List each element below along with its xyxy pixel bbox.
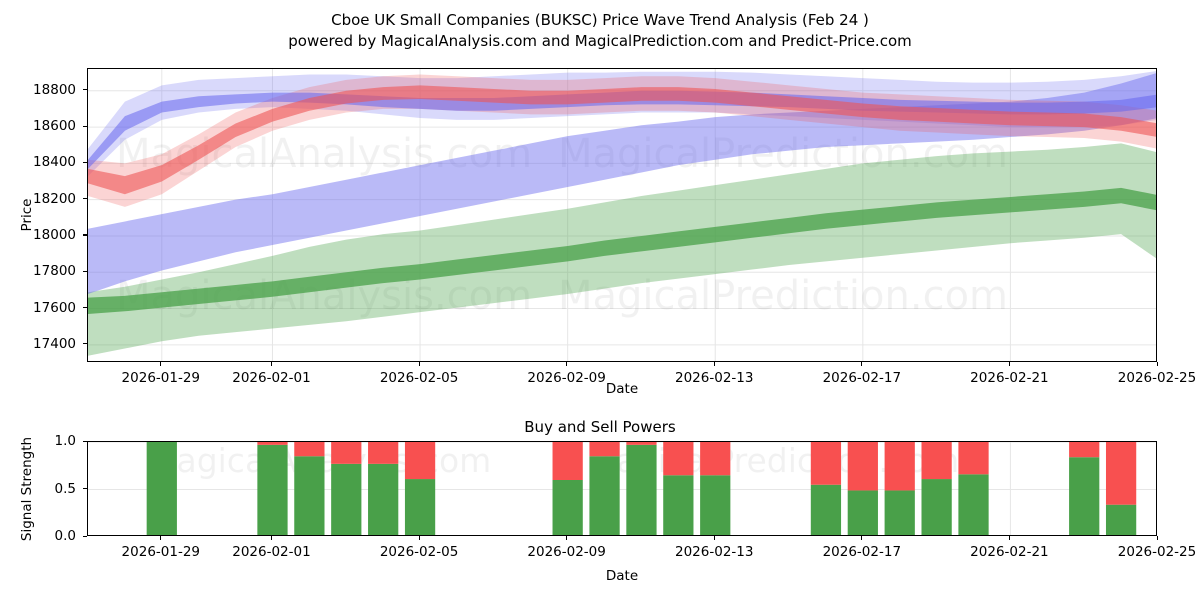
signal-x-tick-label: 2026-02-13 <box>675 544 754 560</box>
price-x-tick-label: 2026-02-05 <box>379 370 459 386</box>
buy-sell-y-axis-label: Signal Strength <box>19 436 35 542</box>
price-y-tickmark <box>83 307 87 309</box>
signal-x-tickmark <box>861 536 863 540</box>
signal-x-tick-label: 2026-02-01 <box>232 544 311 560</box>
signal-x-tick-label: 2026-02-21 <box>970 544 1049 560</box>
signal-y-tickmark <box>83 535 87 537</box>
price-y-tickmark <box>83 270 87 272</box>
price-wave-chart-plot-area: MagicalAnalysis.com MagicalPrediction.com… <box>87 68 1157 362</box>
signal-y-tick-label: 1.0 <box>54 433 76 449</box>
price-y-tick-label: 17400 <box>33 335 76 352</box>
price-x-tick-label: 2026-02-09 <box>527 370 606 386</box>
price-x-tickmark <box>1008 362 1010 366</box>
price-x-tickmark <box>566 362 568 366</box>
signal-x-tickmark <box>160 536 162 540</box>
price-x-tick-label: 2026-01-29 <box>121 370 201 386</box>
price-x-tick-label: 2026-02-13 <box>675 370 754 386</box>
signal-x-tick-label: 2026-01-29 <box>121 544 201 560</box>
signal-x-tick-label: 2026-02-05 <box>379 544 459 560</box>
price-y-tickmark <box>83 161 87 163</box>
signal-x-tickmark <box>1008 536 1010 540</box>
price-y-tick-label: 18400 <box>33 154 76 171</box>
price-y-tickmark <box>83 343 87 345</box>
price-x-tick-label: 2026-02-01 <box>232 370 311 386</box>
price-y-tickmark <box>83 198 87 200</box>
signal-x-tickmark <box>713 536 715 540</box>
price-y-tick-label: 18000 <box>33 226 76 243</box>
price-chart-y-axis-label: Price <box>19 198 35 232</box>
signal-x-tickmark <box>1156 536 1158 540</box>
signal-y-tick-label: 0.0 <box>54 528 76 544</box>
price-x-tick-label: 2026-02-25 <box>1117 370 1197 386</box>
price-x-tickmark <box>160 362 162 366</box>
price-wave-bands: MagicalAnalysis.com MagicalPrediction.com… <box>88 69 1156 361</box>
price-x-tick-label: 2026-02-17 <box>822 370 902 386</box>
price-y-tick-label: 18200 <box>33 190 76 207</box>
price-x-tick-label: 2026-02-21 <box>970 370 1049 386</box>
price-y-tick-label: 18600 <box>33 118 76 135</box>
price-x-tickmark <box>270 362 273 366</box>
price-y-tick-label: 17600 <box>33 299 76 316</box>
signal-x-tick-label: 2026-02-25 <box>1117 544 1197 560</box>
signal-y-tickmark <box>83 488 87 490</box>
signal-x-tick-label: 2026-02-09 <box>527 544 606 560</box>
signal-x-tickmark <box>566 536 568 540</box>
figure-title-line-1: Cboe UK Small Companies (BUKSC) Price Wa… <box>331 11 869 29</box>
figure-title-line-2: powered by MagicalAnalysis.com and Magic… <box>288 32 912 50</box>
price-x-tickmark <box>1156 362 1158 366</box>
signal-y-tickmark <box>83 440 87 442</box>
price-y-tick-label: 18800 <box>33 81 76 98</box>
svg-text:MagicalPrediction.com: MagicalPrediction.com <box>558 273 1008 319</box>
price-x-tickmark <box>418 362 420 366</box>
price-y-tick-label: 17800 <box>33 263 76 280</box>
signal-y-tick-label: 0.5 <box>54 480 76 497</box>
price-y-tickmark <box>83 89 87 91</box>
price-x-tickmark <box>713 362 715 366</box>
price-y-tickmark <box>83 234 87 236</box>
price-y-tickmark <box>83 125 87 127</box>
buy-sell-powers-title: Buy and Sell Powers <box>524 418 676 436</box>
signal-x-tickmark <box>270 536 273 540</box>
price-x-tickmark <box>861 362 863 366</box>
signal-x-tick-label: 2026-02-17 <box>822 544 902 560</box>
svg-text:MagicalPrediction.com: MagicalPrediction.com <box>558 131 1008 177</box>
buy-sell-x-axis-label: Date <box>605 568 639 584</box>
signal-x-tickmark <box>418 536 420 540</box>
price-chart-x-axis-label: Date <box>605 381 639 397</box>
